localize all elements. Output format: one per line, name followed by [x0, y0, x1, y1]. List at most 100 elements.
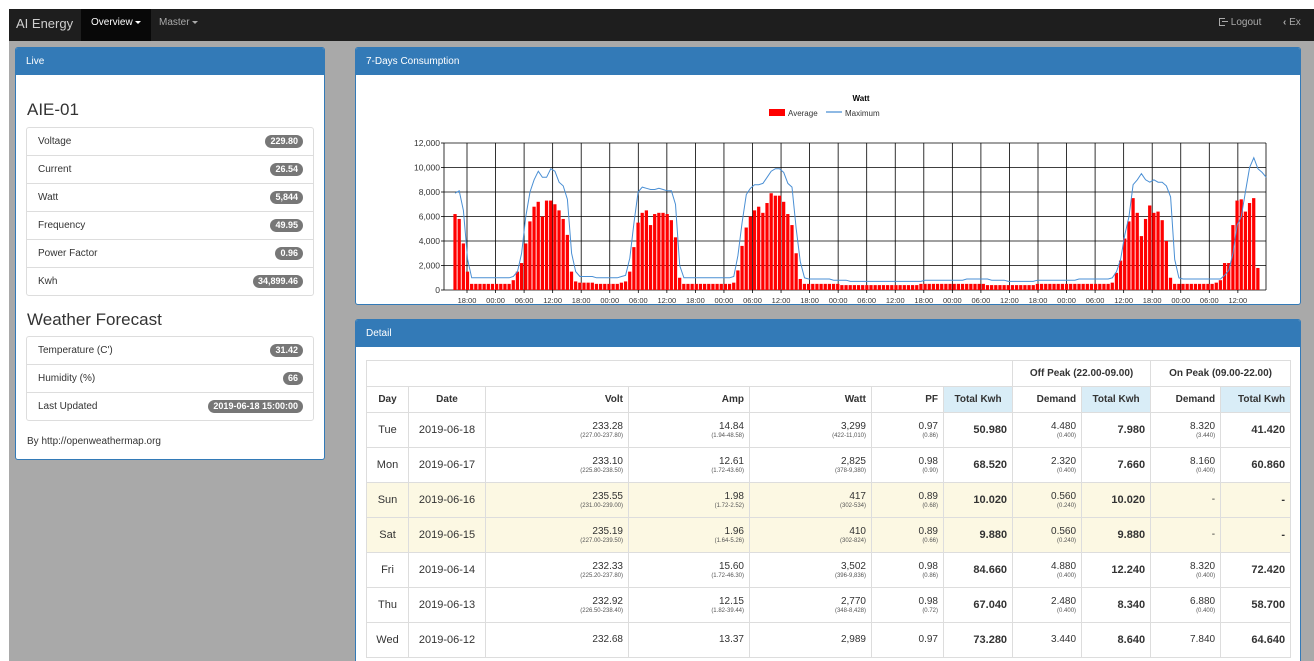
cell-watt-range: (378-9,380) [834, 468, 866, 474]
bar-average [499, 283, 503, 290]
column-header[interactable]: PF [871, 386, 944, 413]
detail-panel-heading: Detail [356, 320, 1300, 347]
bar-average [886, 285, 890, 290]
column-header[interactable]: Total Kwh [942, 386, 1014, 413]
nav-master[interactable]: Master [149, 9, 208, 41]
cell-off-demand-value: 4.480 [1051, 421, 1077, 432]
bar-average [636, 222, 640, 290]
bar-average [511, 280, 515, 290]
x-tick-label: 12:00 [772, 296, 791, 304]
bar-average [549, 200, 553, 290]
bar-average [536, 201, 540, 290]
metric-item-label: Current [38, 164, 72, 175]
cell-on-total: 41.420 [1220, 412, 1292, 448]
column-header[interactable]: Demand [1012, 386, 1083, 413]
bar-average [998, 285, 1002, 290]
bar-average [453, 214, 457, 290]
cell-pf: 0.97 [871, 622, 944, 658]
cell-off-demand-value: 2.320 [1051, 456, 1077, 467]
column-header[interactable]: Date [408, 386, 486, 413]
bar-average [519, 263, 524, 290]
cell-day: Thu [366, 587, 409, 623]
metric-item: Watt 5,844 [27, 184, 313, 212]
bar-average [1202, 283, 1206, 290]
bar-average [923, 283, 927, 290]
bar-average [565, 234, 569, 290]
cell-off-total: 8.640 [1081, 622, 1152, 658]
bar-average [782, 201, 786, 290]
column-header[interactable]: Volt [485, 386, 629, 413]
device-title: AIE-01 [27, 100, 79, 119]
column-header[interactable]: Demand [1150, 386, 1222, 413]
bar-average [915, 285, 919, 290]
bar-average [740, 245, 744, 290]
bar-average [1069, 283, 1073, 290]
bar-average [1010, 285, 1015, 290]
bar-average [1222, 263, 1227, 290]
x-tick-label: 18:00 [1029, 296, 1048, 304]
cell-on-demand-value: - [1211, 529, 1216, 540]
cell-on-total: - [1220, 482, 1292, 518]
exit-link[interactable]: ‹ Ex [1273, 9, 1311, 41]
bar-average [1143, 218, 1148, 290]
column-header[interactable]: Total Kwh [1220, 386, 1292, 413]
y-tick-label: 4,000 [419, 236, 441, 246]
logout-icon [1219, 18, 1228, 27]
cell-off-demand: 2.480 (0.400) [1012, 587, 1083, 623]
cell-on-demand-value: 8.160 [1190, 456, 1216, 467]
cell-pf-value: 0.97 [918, 634, 938, 645]
bar-average [1027, 285, 1031, 290]
column-header[interactable]: Amp [628, 386, 750, 413]
cell-volt-value: 233.28 [592, 421, 623, 432]
cell-off-demand-range: (0.240) [1057, 538, 1077, 544]
x-tick-label: 12:00 [543, 296, 562, 304]
bar-average [1181, 283, 1185, 290]
bar-average [944, 283, 948, 290]
bar-average [794, 253, 798, 290]
cell-total-kwh: 68.520 [942, 447, 1014, 483]
brand-logo[interactable]: AI Energy [16, 16, 74, 31]
bar-average [831, 283, 836, 290]
bar-average [1006, 285, 1010, 290]
metric-item: Kwh 34,899.46 [27, 268, 313, 295]
detail-table-body: Tue 2019-06-18 233.28 (227.00-237.80) 14.84(… [366, 412, 1292, 658]
cell-watt-value: 410 [849, 526, 866, 537]
bar-average [1052, 283, 1056, 290]
cell-day: Sat [366, 517, 409, 553]
cell-day: Mon [366, 447, 409, 483]
legend-average-swatch [769, 109, 785, 116]
bar-average [744, 227, 748, 290]
cell-day: Tue [366, 412, 409, 448]
table-row: Thu 2019-06-13 232.92 (226.50-238.40) 12.15(… [366, 587, 1292, 623]
y-tick-label: 12,000 [414, 138, 440, 148]
x-tick-label: 18:00 [1143, 296, 1162, 304]
bar-average [644, 210, 649, 290]
x-tick-label: 12:00 [1000, 296, 1019, 304]
cell-amp-range: (1.72-46.30) [711, 573, 744, 579]
logout-link[interactable]: Logout [1209, 9, 1271, 41]
cell-amp-value: 12.15 [718, 596, 744, 607]
cell-on-demand: 7.840 [1150, 622, 1222, 658]
cell-volt-range: (227.00-237.80) [580, 433, 623, 439]
bar-average [994, 285, 998, 290]
column-header[interactable]: Watt [749, 386, 872, 413]
x-tick-label: 12:00 [657, 296, 676, 304]
bar-average [1247, 203, 1252, 290]
bar-average [773, 195, 777, 290]
cell-off-demand-range: (0.400) [1057, 433, 1077, 439]
column-header[interactable]: Day [366, 386, 409, 413]
bar-average [1123, 238, 1127, 290]
metric-item-label: Kwh [38, 276, 58, 287]
on-peak-header: On Peak (09.00-22.00) [1150, 360, 1292, 387]
cell-total-kwh: 67.040 [942, 587, 1014, 623]
cell-volt-value: 232.92 [592, 596, 623, 607]
nav-overview[interactable]: Overview [81, 9, 151, 41]
cell-off-demand-value: 3.440 [1051, 634, 1077, 645]
bar-average [1077, 283, 1081, 290]
bar-average [902, 285, 906, 290]
value-badge: 0.96 [275, 247, 303, 260]
bar-average [1173, 283, 1177, 290]
bar-average [877, 285, 881, 290]
cell-watt: 2,770 (348-8,428) [749, 587, 872, 623]
column-header[interactable]: Total Kwh [1081, 386, 1152, 413]
